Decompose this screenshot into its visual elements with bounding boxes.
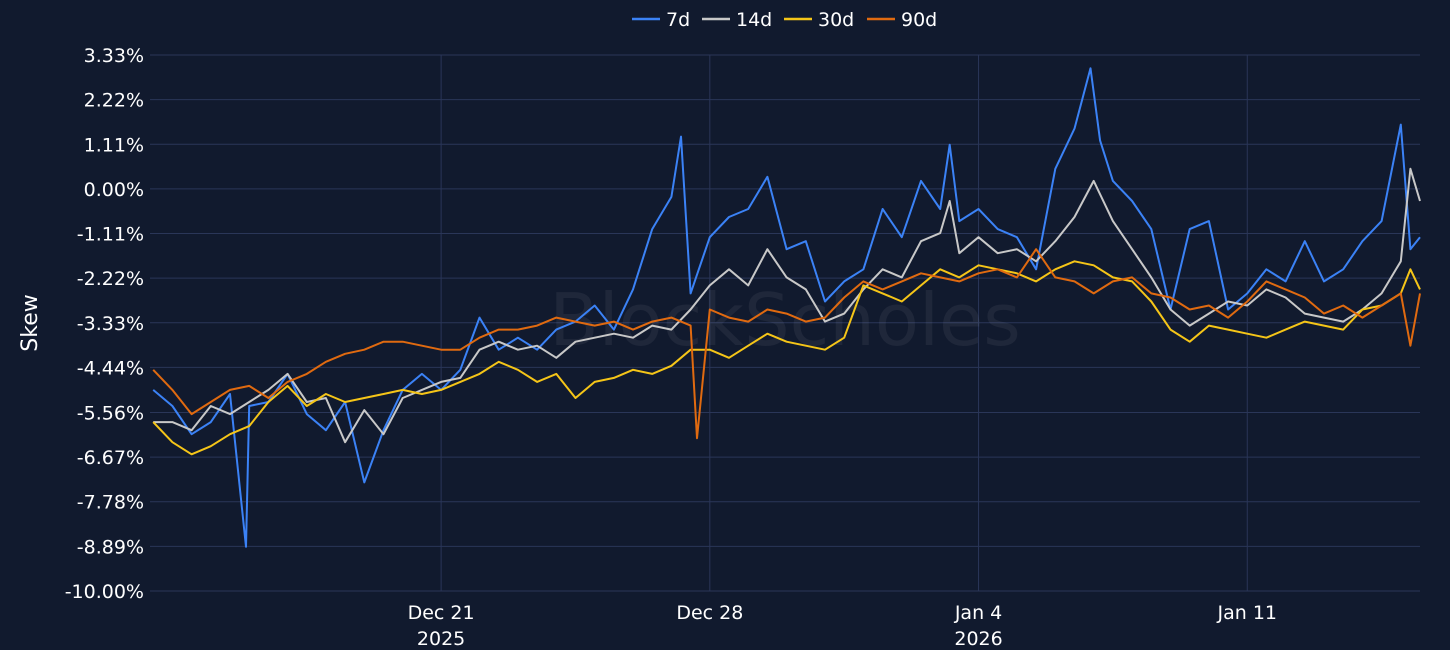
y-tick-label: 2.22% bbox=[84, 90, 144, 112]
y-axis-title: Skew bbox=[18, 294, 43, 351]
legend[interactable]: 7d 14d 30d 90d bbox=[632, 9, 937, 31]
y-tick-label: 0.00% bbox=[84, 179, 144, 201]
watermark-text: BlockScholes bbox=[549, 278, 1021, 362]
x-tick-label: Dec 21 bbox=[408, 602, 475, 624]
legend-item-7d[interactable]: 7d bbox=[632, 9, 690, 31]
y-tick-label: -10.00% bbox=[65, 581, 144, 603]
x-tick-label: Jan 11 bbox=[1216, 602, 1277, 624]
series-line-30d bbox=[152, 260, 1421, 456]
legend-item-30d[interactable]: 30d bbox=[784, 9, 854, 31]
y-tick-label: -7.78% bbox=[77, 492, 144, 514]
series-lines bbox=[152, 67, 1421, 548]
y-axis: 3.33% 2.22% 1.11% 0.00% -1.11% -2.22% -3.33% -4… bbox=[65, 45, 144, 603]
legend-item-14d[interactable]: 14d bbox=[702, 9, 772, 31]
y-tick-label: -6.67% bbox=[77, 447, 144, 469]
y-tick-label: -3.33% bbox=[77, 313, 144, 335]
y-tick-label: -5.56% bbox=[77, 402, 144, 424]
y-tick-label: -4.44% bbox=[77, 357, 144, 379]
y-tick-label: 1.11% bbox=[84, 134, 144, 156]
y-tick-label: -2.22% bbox=[77, 268, 144, 290]
x-axis: Dec 21 2025 Dec 28 Jan 4 2026 Jan 11 bbox=[408, 602, 1277, 650]
x-tick-year-label: 2026 bbox=[954, 628, 1002, 650]
y-tick-label: -1.11% bbox=[77, 224, 144, 246]
legend-label: 7d bbox=[666, 9, 690, 31]
legend-item-90d[interactable]: 90d bbox=[867, 9, 937, 31]
grid bbox=[150, 54, 1420, 592]
x-tick-label: Dec 28 bbox=[676, 602, 743, 624]
legend-label: 90d bbox=[901, 9, 937, 31]
series-line-90d bbox=[152, 248, 1421, 440]
series-line-7d bbox=[152, 67, 1421, 548]
y-tick-label: -8.89% bbox=[77, 536, 144, 558]
series-line-14d bbox=[153, 167, 1421, 444]
y-tick-label: 3.33% bbox=[84, 45, 144, 67]
legend-label: 30d bbox=[818, 9, 854, 31]
legend-label: 14d bbox=[736, 9, 772, 31]
x-tick-year-label: 2025 bbox=[417, 628, 465, 650]
x-tick-label: Jan 4 bbox=[954, 602, 1002, 624]
